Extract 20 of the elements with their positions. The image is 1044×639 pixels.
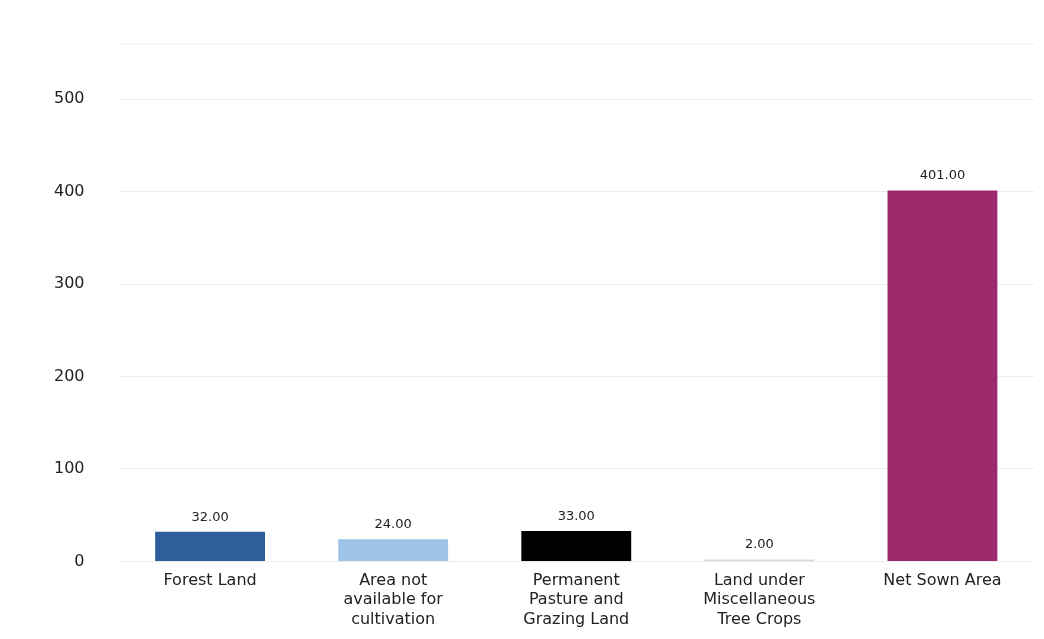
y-tick-label: 0	[74, 550, 85, 570]
bar	[155, 531, 266, 561]
y-tick-label: 300	[53, 273, 85, 293]
y-tick-label: 100	[53, 458, 85, 478]
y-tick-label: 200	[53, 365, 85, 385]
y-tick-label: 400	[53, 180, 85, 200]
x-tick-label: Permanent Pasture and Grazing Land	[523, 570, 630, 628]
data-label: 32.00	[191, 508, 229, 524]
x-tick-label: Net Sown Area	[883, 570, 1002, 590]
data-label: 24.00	[374, 516, 412, 532]
x-tick-label: Forest Land	[163, 570, 257, 590]
data-label: 401.00	[919, 167, 966, 183]
x-tick-label: Area not available for cultivation	[343, 570, 444, 628]
y-tick-label: 500	[53, 88, 85, 108]
data-label: 33.00	[557, 507, 595, 523]
bar	[521, 530, 632, 561]
bar	[338, 539, 449, 561]
x-tick-label: Land under Miscellaneous Tree Crops	[703, 570, 816, 628]
bar	[887, 190, 998, 561]
data-label: 2.00	[744, 536, 774, 552]
